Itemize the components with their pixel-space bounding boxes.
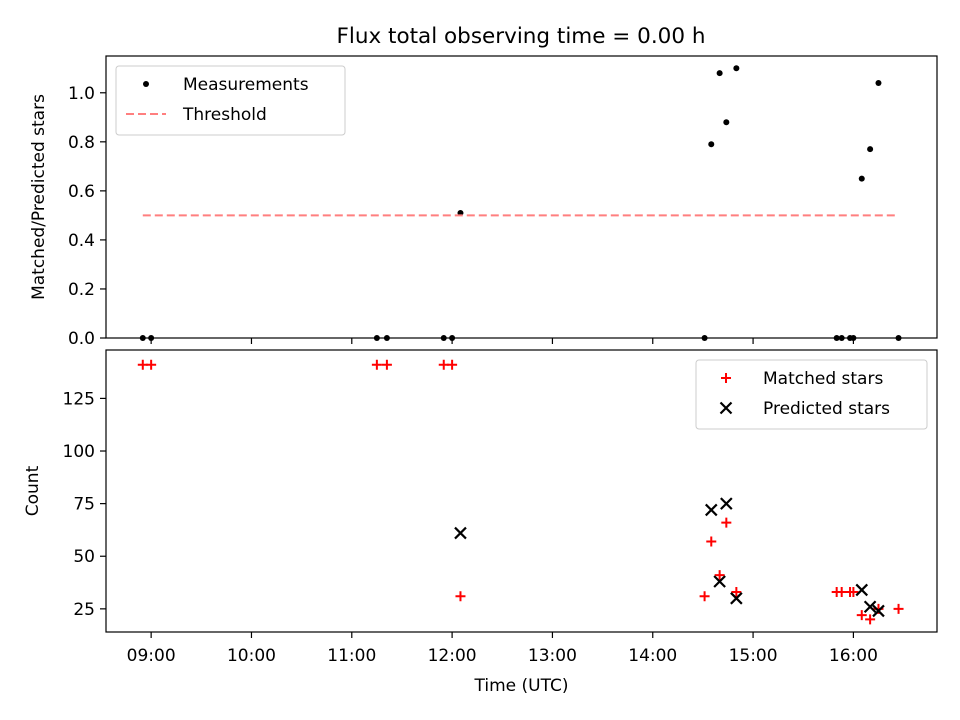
y-tick-label: 0.0	[68, 329, 95, 349]
measurement-point	[733, 65, 740, 72]
measurement-point	[895, 335, 902, 341]
matched-star-point	[381, 359, 392, 370]
measurement-point	[838, 335, 845, 341]
matched-star-point	[447, 359, 458, 370]
y-tick-label: 0.4	[68, 231, 95, 251]
matched-star-point	[714, 570, 725, 581]
legend-predicted-swatch	[719, 401, 733, 415]
y-tick-label: 0.8	[68, 133, 95, 153]
matched-star-point	[856, 610, 867, 621]
y-tick-label: 100	[63, 442, 95, 462]
legend: Measurements Threshold	[115, 65, 346, 136]
measurement-point	[373, 335, 380, 341]
x-tick-label: 09:00	[127, 646, 176, 666]
predicted-star-point	[713, 575, 726, 588]
measurement-point	[858, 175, 865, 182]
measurement-point	[850, 335, 857, 341]
predicted-star-point	[872, 604, 885, 618]
legend: Matched stars Predicted stars	[695, 359, 928, 430]
matched-star-point	[137, 359, 148, 370]
y-tick-label: 1.0	[68, 84, 95, 104]
legend-label: Measurements	[183, 75, 309, 95]
x-tick-label: 10:00	[227, 646, 276, 666]
legend-label: Predicted stars	[763, 399, 890, 419]
x-tick-label: 15:00	[729, 646, 778, 666]
y-axis-label: Matched/Predicted stars	[29, 94, 49, 300]
measurement-point	[701, 335, 708, 341]
matched-star-point	[893, 603, 904, 614]
legend-measurement-swatch	[143, 81, 149, 87]
measurement-point	[383, 335, 390, 341]
figure-title: Flux total observing time = 0.00 h	[337, 24, 706, 49]
matched-star-point	[146, 359, 157, 370]
matched-star-point	[731, 587, 742, 598]
predicted-star-point	[855, 583, 869, 597]
measurement-point	[148, 335, 155, 341]
predicted-star-point	[863, 600, 877, 614]
predicted-star-point	[720, 497, 733, 510]
measurement-point	[139, 335, 146, 341]
y-tick-label: 125	[63, 389, 95, 409]
predicted-star-point	[730, 592, 743, 605]
x-tick-label: 12:00	[428, 646, 477, 666]
legend-label: Matched stars	[763, 369, 883, 389]
measurement-point	[716, 70, 723, 77]
y-axis-label: Count	[23, 465, 43, 516]
bottom-panel: 25 50 75 100 125 09:00 10:00 11:00 12:00 13:00 14:…	[23, 349, 938, 696]
matched-star-point	[455, 591, 466, 602]
predicted-star-point	[704, 503, 718, 517]
x-tick-label: 13:00	[528, 646, 577, 666]
legend-box	[115, 65, 346, 136]
y-tick-label: 75	[73, 495, 95, 515]
matched-star-point	[721, 517, 732, 528]
measurement-point	[449, 335, 456, 341]
measurement-point	[875, 79, 882, 86]
measurement-point	[833, 335, 840, 341]
legend-matched-swatch	[721, 373, 731, 383]
measurement-point	[708, 141, 715, 148]
y-tick-label: 0.6	[68, 182, 95, 202]
x-tick-label: 16:00	[829, 646, 878, 666]
top-panel: 0.0 0.2 0.4 0.6 0.8 1.0 Matched/Predicted star…	[29, 55, 938, 349]
measurement-point	[440, 335, 447, 341]
legend-label: Threshold	[182, 105, 267, 125]
y-tick-label: 50	[73, 547, 95, 567]
matched-star-point	[836, 587, 847, 598]
measurement-point	[867, 146, 874, 153]
axes-frame	[105, 349, 938, 633]
matched-star-point	[438, 359, 449, 370]
x-axis-label: Time (UTC)	[474, 676, 569, 696]
y-tick-label: 25	[73, 600, 95, 620]
matched-star-point	[699, 591, 710, 602]
y-tick-label: 0.2	[68, 280, 95, 300]
measurement-point	[723, 119, 730, 126]
x-tick-label: 14:00	[628, 646, 677, 666]
matched-star-point	[848, 587, 859, 598]
legend-box	[695, 359, 928, 430]
x-tick-label: 11:00	[327, 646, 376, 666]
axes-frame	[105, 55, 938, 339]
matched-star-point	[371, 359, 382, 370]
matched-star-point	[706, 536, 717, 547]
matched-star-point	[865, 614, 876, 625]
predicted-star-point	[454, 526, 467, 540]
